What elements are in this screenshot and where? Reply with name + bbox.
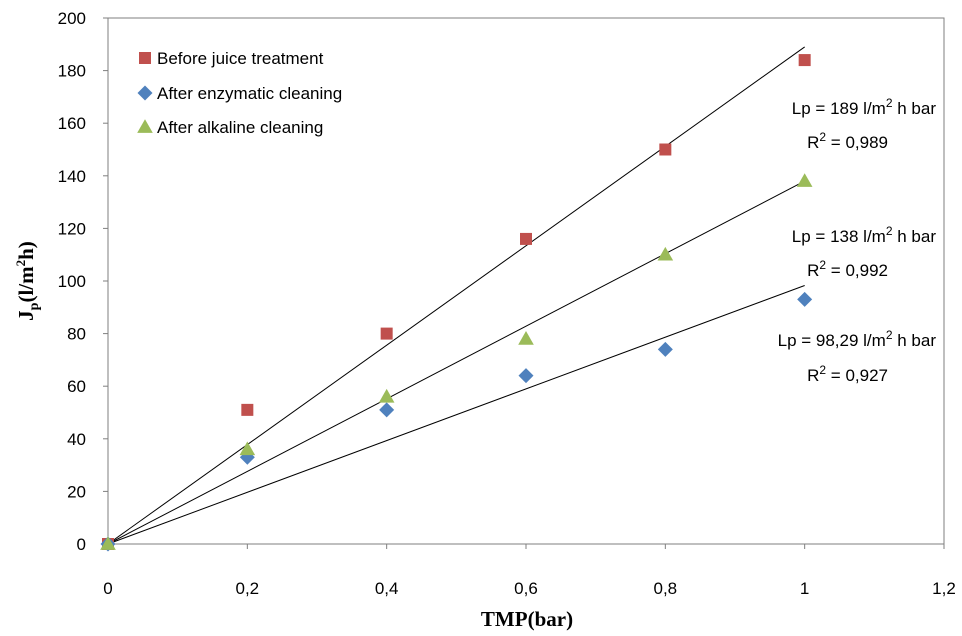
x-tick-label: 0,4 — [375, 579, 399, 598]
lp-annotation-suffix: h bar — [893, 99, 937, 118]
y-axis-title-main: J — [14, 310, 38, 321]
lp-annotation-prefix: Lp = 189 l/m — [792, 99, 886, 118]
y-tick-label: 60 — [67, 377, 86, 396]
y-tick-label: 0 — [77, 535, 86, 554]
y-axis: 0 20 40 60 80 100 120 140 160 180 200 — [58, 9, 108, 554]
r2-annotation-prefix: R — [807, 133, 819, 152]
trendline-before-juice-treatment — [107, 46, 805, 545]
data-point-after-alkaline-cleaning — [100, 536, 116, 550]
data-point-after-alkaline-cleaning — [239, 441, 256, 456]
legend-label-before-juice-treatment: Before juice treatment — [157, 49, 324, 68]
x-tick-label: 0,8 — [654, 579, 678, 598]
y-tick-label: 200 — [58, 9, 86, 28]
r2-annotation-prefix: R — [807, 366, 819, 385]
lp-annotation-superscript: 2 — [886, 96, 893, 110]
data-point-after-enzymatic-cleaning — [379, 402, 395, 418]
y-tick-label: 160 — [58, 114, 86, 133]
data-point-before-juice-treatment — [659, 143, 672, 156]
x-tick-label: 0,2 — [236, 579, 260, 598]
data-point-after-alkaline-cleaning — [518, 331, 534, 345]
lp-annotation: Lp = 98,29 l/m2 h bar — [778, 328, 937, 350]
x-tick-label: 0,6 — [514, 579, 538, 598]
r2-annotation-suffix: = 0,927 — [826, 366, 888, 385]
r2-annotation-superscript: 2 — [819, 130, 826, 144]
r2-annotation-prefix: R — [807, 261, 819, 280]
data-point-before-juice-treatment — [380, 327, 393, 340]
y-axis-title-superscript: 2 — [13, 260, 28, 267]
lp-annotation: Lp = 138 l/m2 h bar — [792, 224, 937, 246]
y-tick-label: 20 — [67, 482, 86, 501]
legend-label-after-enzymatic-cleaning: After enzymatic cleaning — [157, 84, 342, 103]
legend-marker-after-alkaline-cleaning — [137, 119, 153, 133]
lp-annotation-superscript: 2 — [886, 224, 893, 238]
data-markers — [100, 54, 813, 552]
r2-annotation-suffix: = 0,992 — [826, 261, 888, 280]
trendline-after-enzymatic-cleaning — [107, 285, 805, 545]
y-axis-title: Jp(l/m2h) — [13, 241, 42, 321]
legend: Before juice treatment After enzymatic cl… — [137, 49, 342, 137]
r2-annotation: R2 = 0,989 — [807, 130, 888, 152]
data-point-after-enzymatic-cleaning — [657, 341, 673, 357]
y-tick-label: 120 — [58, 219, 86, 238]
data-point-after-enzymatic-cleaning — [518, 368, 534, 384]
x-axis-title: TMP(bar) — [481, 607, 573, 631]
data-point-after-enzymatic-cleaning — [797, 291, 813, 307]
r2-annotation-suffix: = 0,989 — [826, 133, 888, 152]
y-axis-title-rest: (l/m — [14, 266, 38, 303]
data-point-before-juice-treatment — [520, 232, 532, 245]
legend-marker-before-juice-treatment — [139, 52, 151, 64]
data-point-after-alkaline-cleaning — [796, 173, 813, 187]
y-tick-label: 140 — [58, 167, 86, 186]
data-point-after-alkaline-cleaning — [378, 388, 395, 403]
r2-annotation: R2 = 0,927 — [807, 363, 888, 385]
trendlines — [107, 46, 805, 545]
y-axis-title-subscript: p — [27, 302, 42, 310]
lp-annotation-suffix: h bar — [893, 227, 937, 246]
data-point-after-alkaline-cleaning — [657, 246, 674, 261]
r2-annotation-superscript: 2 — [819, 258, 826, 272]
x-tick-label: 1,2 — [932, 579, 956, 598]
y-axis-title-end: h) — [14, 241, 38, 260]
y-tick-label: 180 — [58, 62, 86, 81]
legend-marker-after-enzymatic-cleaning — [137, 85, 153, 101]
x-axis: 0 0,2 0,4 0,6 0,8 1 1,2 — [103, 544, 956, 598]
y-tick-label: 40 — [67, 430, 86, 449]
trendline-after-alkaline-cleaning — [107, 180, 805, 545]
data-point-before-juice-treatment — [241, 403, 254, 416]
x-tick-label: 0 — [103, 579, 112, 598]
r2-annotation-superscript: 2 — [819, 363, 826, 377]
data-point-before-juice-treatment — [798, 54, 811, 67]
x-tick-label: 1 — [800, 579, 809, 598]
legend-label-after-alkaline-cleaning: After alkaline cleaning — [157, 118, 323, 137]
lp-annotation-prefix: Lp = 138 l/m — [792, 227, 886, 246]
lp-annotation-prefix: Lp = 98,29 l/m — [778, 331, 886, 350]
lp-annotation-suffix: h bar — [893, 331, 937, 350]
y-tick-label: 100 — [58, 272, 86, 291]
y-tick-label: 80 — [67, 325, 86, 344]
lp-annotation: Lp = 189 l/m2 h bar — [792, 96, 937, 118]
r2-annotation: R2 = 0,992 — [807, 258, 888, 280]
lp-annotation-superscript: 2 — [886, 328, 893, 342]
